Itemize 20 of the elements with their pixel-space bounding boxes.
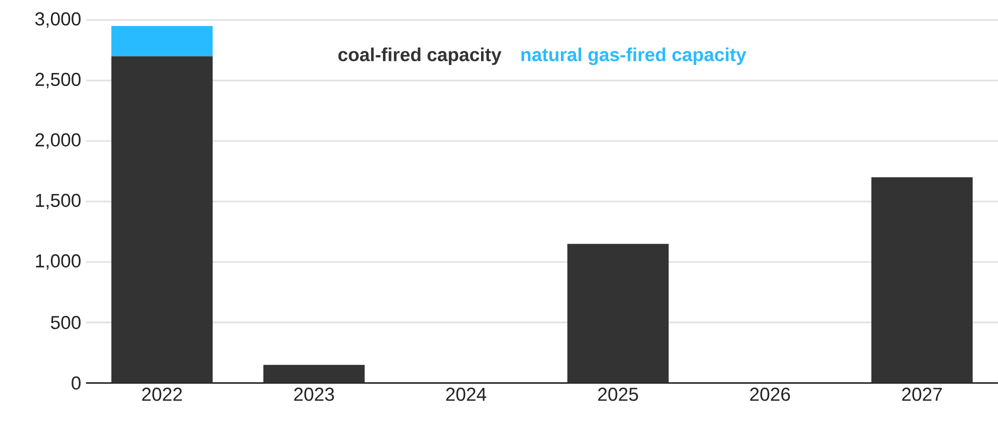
x-tick-label: 2022 bbox=[142, 388, 182, 401]
text: natural gas-fired capacity bbox=[521, 48, 746, 66]
y-tick-label: 3,000 bbox=[35, 12, 81, 28]
bar bbox=[111, 56, 213, 383]
bar bbox=[871, 177, 973, 383]
x-tick-label: 2026 bbox=[750, 388, 790, 401]
bar bbox=[567, 244, 669, 383]
text: coal-fired capacity bbox=[338, 48, 502, 65]
y-tick-label: 500 bbox=[50, 316, 81, 330]
x-tick-label: 2025 bbox=[598, 388, 638, 401]
bar bbox=[111, 26, 213, 56]
y-tick-label: 1,500 bbox=[36, 194, 81, 210]
y-tick-label: 0 bbox=[72, 376, 81, 390]
x-tick-label: 2027 bbox=[902, 388, 942, 401]
x-tick-label: 2023 bbox=[294, 388, 334, 401]
x-tick-label: 2024 bbox=[446, 388, 486, 401]
y-tick-label: 2,000 bbox=[36, 133, 81, 149]
y-tick-label: 1,000 bbox=[36, 254, 81, 270]
bar bbox=[263, 364, 365, 383]
y-tick-label: 2,500 bbox=[36, 72, 81, 88]
